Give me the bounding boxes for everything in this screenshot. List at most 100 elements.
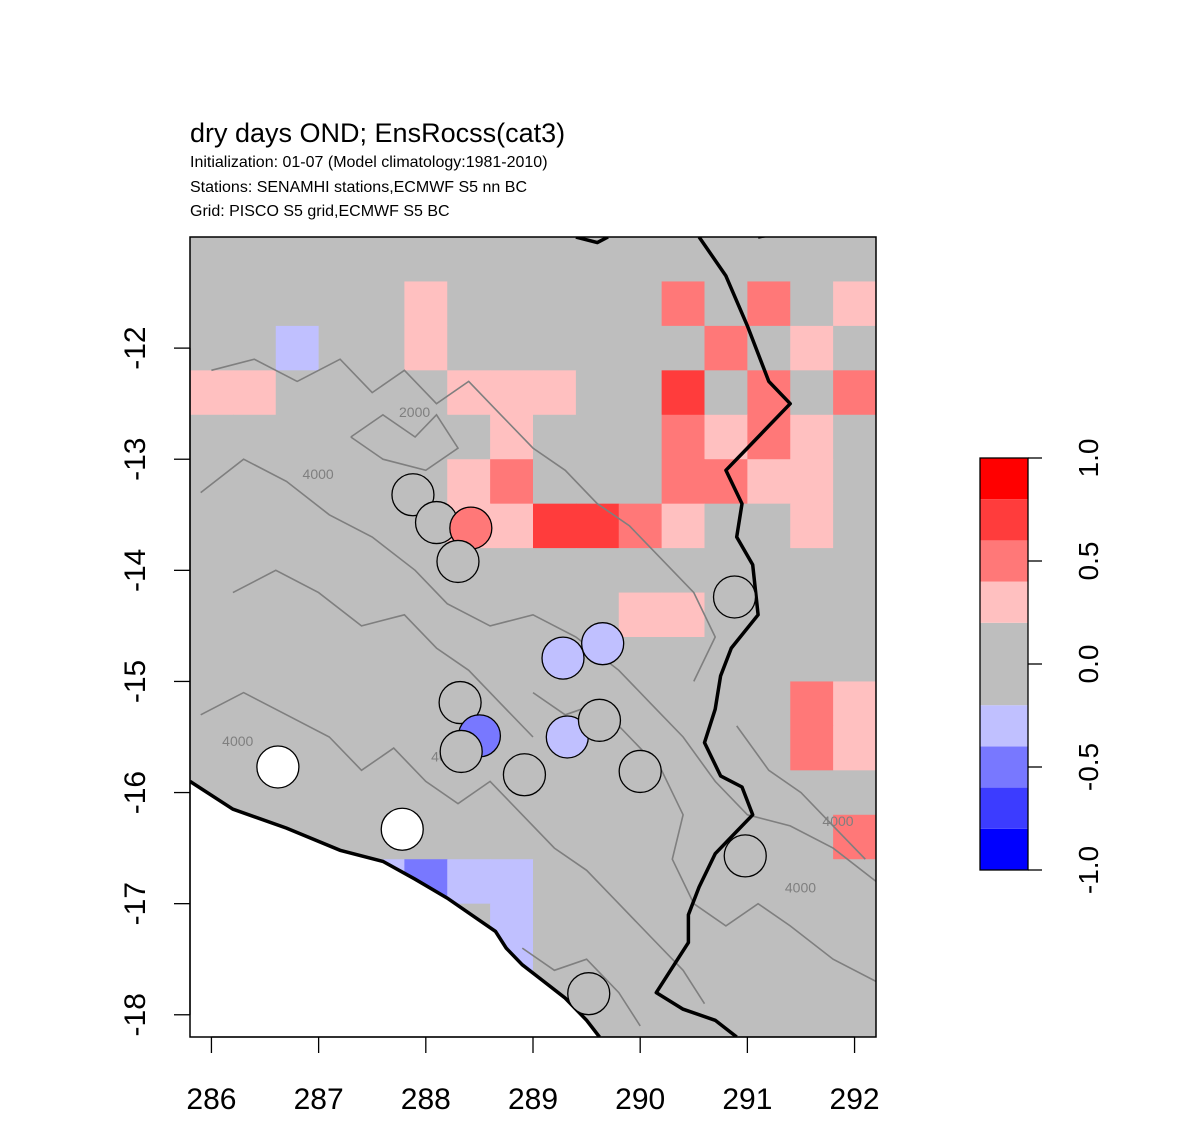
heatmap-cell xyxy=(876,237,919,282)
heatmap-cell xyxy=(190,370,234,416)
heatmap-cell xyxy=(661,370,706,416)
heatmap-cell xyxy=(490,548,534,594)
heatmap-cell xyxy=(618,681,663,727)
heatmap-cell xyxy=(447,1081,490,1126)
contour-label: 4000 xyxy=(303,466,334,482)
heatmap-cell xyxy=(190,237,234,283)
heatmap-cell xyxy=(190,592,234,638)
contour-label: 4000 xyxy=(222,733,253,749)
heatmap-cell xyxy=(790,414,834,460)
heatmap-cell xyxy=(232,237,277,283)
heatmap-cell xyxy=(276,1037,319,1082)
heatmap-cell xyxy=(833,592,876,638)
heatmap-cell xyxy=(790,903,834,949)
contour-line xyxy=(200,458,876,883)
station-point xyxy=(581,622,625,666)
heatmap-cell xyxy=(833,814,876,860)
heatmap-cell xyxy=(790,770,834,816)
subtitle-grid: Grid: PISCO S5 grid,ECMWF S5 BC xyxy=(190,203,450,220)
heatmap-cell xyxy=(876,1081,919,1126)
heatmap-cell xyxy=(232,592,277,638)
heatmap-cell xyxy=(490,1126,533,1137)
heatmap-cell xyxy=(447,814,491,860)
heatmap-cell xyxy=(790,948,834,994)
x-tick-label: 286 xyxy=(186,1083,236,1116)
heatmap-cell xyxy=(619,1126,662,1137)
contour-line xyxy=(736,725,866,860)
heatmap-cell xyxy=(661,459,706,505)
heatmap-cell xyxy=(833,903,876,949)
heatmap-cell xyxy=(533,814,577,860)
heatmap-cell xyxy=(833,770,876,816)
colorbar-swatch xyxy=(980,746,1028,788)
heatmap-cell xyxy=(876,815,919,860)
heatmap-cell xyxy=(232,548,277,594)
heatmap-cell xyxy=(833,725,876,771)
heatmap-cell xyxy=(833,503,876,549)
heatmap-cell xyxy=(533,903,577,949)
contour-label: 4000 xyxy=(822,813,853,829)
heatmap-cell xyxy=(318,325,363,371)
heatmap-cell xyxy=(232,681,277,727)
colorbar-tick-label: 0.0 xyxy=(1073,645,1104,684)
heatmap-cell xyxy=(575,370,620,416)
heatmap-cell xyxy=(618,948,663,994)
heatmap-cell xyxy=(362,1081,405,1126)
heatmap-cell xyxy=(661,637,706,683)
x-tick-label: 292 xyxy=(830,1083,880,1116)
heatmap-cell xyxy=(361,725,405,771)
heatmap-cell xyxy=(233,1037,276,1082)
heatmap-cell xyxy=(318,770,363,816)
heatmap-cell xyxy=(190,459,234,505)
heatmap-cell xyxy=(361,414,405,460)
x-tick-label: 288 xyxy=(401,1083,451,1116)
colorbar-swatch xyxy=(980,828,1028,870)
y-axis: -12 -13 -14 -15 -16 -17 -18 xyxy=(119,326,191,1036)
heatmap-cell xyxy=(790,325,834,371)
heatmap-cell xyxy=(790,1037,833,1082)
station-point xyxy=(577,698,622,742)
heatmap-cell xyxy=(490,325,534,371)
heatmap-cell xyxy=(275,237,320,283)
heatmap-cell xyxy=(447,459,491,505)
station-point xyxy=(380,807,424,851)
heatmap-cell xyxy=(747,459,791,505)
heatmap-cell xyxy=(190,548,234,594)
heatmap-cell xyxy=(404,237,448,283)
country-borders xyxy=(575,237,792,1037)
heatmap-cell xyxy=(790,459,834,505)
heatmap-cell xyxy=(704,948,748,994)
heatmap-cell xyxy=(747,770,791,816)
heatmap-cell xyxy=(576,1081,619,1126)
heatmap-cell xyxy=(318,414,363,460)
heatmap-cell xyxy=(618,414,663,460)
heatmap-cell xyxy=(533,592,577,638)
contour-line xyxy=(200,691,706,1005)
contour-label: 4000 xyxy=(785,880,816,896)
heatmap-cell xyxy=(447,281,491,327)
heatmap-cell xyxy=(318,459,363,505)
x-axis: 286 287 288 289 290 291 292 xyxy=(186,1036,880,1116)
heatmap-cell xyxy=(575,503,620,549)
heatmap-cell xyxy=(662,1037,705,1082)
heatmap-cell xyxy=(275,681,320,727)
heatmap-cell xyxy=(790,725,834,771)
heatmap-cell xyxy=(575,281,620,327)
heatmap-cell xyxy=(275,459,320,505)
heatmap-cell xyxy=(747,637,791,683)
heatmap-cell xyxy=(575,770,620,816)
colorbar-swatch xyxy=(980,705,1028,747)
heatmap-cell xyxy=(705,1037,748,1082)
colorbar-swatch xyxy=(980,540,1028,582)
heatmap-cell xyxy=(747,237,791,283)
heatmap-cell xyxy=(447,325,491,371)
heatmap-cell xyxy=(361,370,405,416)
heatmap-cell xyxy=(232,459,277,505)
y-tick-label: -15 xyxy=(119,660,152,703)
heatmap-cell xyxy=(319,1037,362,1082)
station-point xyxy=(438,680,482,725)
station-point xyxy=(436,539,480,584)
heatmap-cell xyxy=(833,1126,876,1137)
x-tick-label: 289 xyxy=(508,1083,558,1116)
